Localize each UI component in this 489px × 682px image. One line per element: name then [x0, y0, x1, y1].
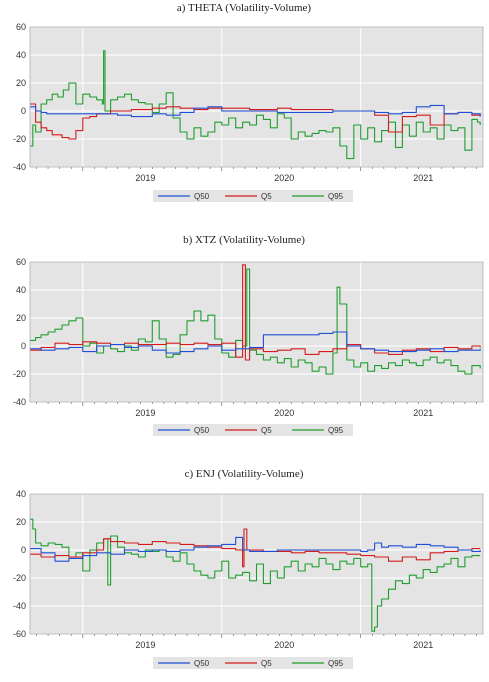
x-tick-label: 2019 [135, 408, 155, 418]
series-line-q5 [30, 264, 481, 361]
chart-panel-3: c) ENJ (Volatility-Volume) 40 20 0 -20 -40 -60… [13, 468, 484, 669]
legend: Q50 Q5 Q95 [153, 657, 353, 669]
series-line-q5 [30, 103, 481, 140]
chart-title: c) ENJ (Volatility-Volume) [185, 468, 304, 480]
legend: Q50 Q5 Q95 [153, 190, 353, 202]
x-tick-label: 2021 [413, 640, 433, 650]
legend-label-q50: Q50 [194, 659, 210, 668]
y-tick-label: 20 [16, 517, 26, 527]
series-line-q95 [30, 518, 481, 632]
legend-label-q5: Q5 [261, 426, 272, 435]
y-tick-label: 0 [21, 545, 26, 555]
series-line-q50 [30, 536, 481, 562]
chart-panel-2: b) XTZ (Volatility-Volume) 60 40 20 0 -20 -40 2… [13, 234, 484, 436]
y-tick-label: 0 [21, 106, 26, 116]
legend-label-q95: Q95 [328, 192, 344, 201]
x-tick-label: 2019 [135, 173, 155, 183]
chart-panel-1: a) THETA (Volatility-Volume) 60 40 20 0 -20 -4… [13, 2, 484, 202]
x-tick-label: 2021 [413, 408, 433, 418]
y-tick-label: 60 [16, 257, 26, 267]
legend-label-q50: Q50 [194, 192, 210, 201]
y-tick-label: 0 [21, 341, 26, 351]
y-tick-label: -40 [13, 162, 26, 172]
x-tick-label: 2020 [274, 640, 294, 650]
y-tick-label: -60 [13, 629, 26, 639]
y-tick-label: 40 [16, 285, 26, 295]
y-tick-label: 60 [16, 22, 26, 32]
series-line-q95 [30, 50, 481, 160]
x-tick-label: 2020 [274, 173, 294, 183]
plot-area [30, 27, 483, 167]
series-line-q50 [30, 104, 481, 118]
legend-label-q5: Q5 [261, 659, 272, 668]
x-tick-label: 2021 [413, 173, 433, 183]
series-line-q50 [30, 331, 481, 354]
x-tick-label: 2020 [274, 408, 294, 418]
plot-border [29, 26, 484, 168]
x-tick-label: 2019 [135, 640, 155, 650]
legend-label-q95: Q95 [328, 659, 344, 668]
y-tick-label: 20 [16, 313, 26, 323]
y-tick-label: -20 [13, 573, 26, 583]
legend-label-q50: Q50 [194, 426, 210, 435]
legend: Q50 Q5 Q95 [153, 424, 353, 436]
y-tick-label: -20 [13, 134, 26, 144]
legend-label-q95: Q95 [328, 426, 344, 435]
legend-label-q5: Q5 [261, 192, 272, 201]
plot-border [29, 493, 484, 635]
chart-title: a) THETA (Volatility-Volume) [177, 2, 311, 14]
plot-area [30, 262, 483, 402]
plot-border [29, 261, 484, 403]
y-tick-label: -20 [13, 369, 26, 379]
y-tick-label: -40 [13, 601, 26, 611]
chart-title: b) XTZ (Volatility-Volume) [183, 234, 305, 246]
y-tick-label: -40 [13, 397, 26, 407]
y-tick-label: 20 [16, 78, 26, 88]
y-tick-label: 40 [16, 50, 26, 60]
series-line-q5 [30, 528, 481, 568]
y-tick-label: 40 [16, 489, 26, 499]
